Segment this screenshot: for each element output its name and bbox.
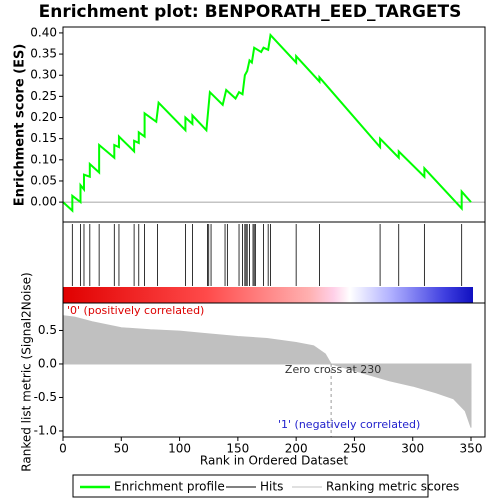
y-tick-label: 0.5 <box>38 323 57 337</box>
legend: Enrichment profile Hits Ranking metric s… <box>72 474 459 498</box>
y-tick-label: 0.10 <box>30 152 57 166</box>
chart-title: Enrichment plot: BENPORATH_EED_TARGETS <box>39 2 462 22</box>
legend-box <box>72 474 429 498</box>
annotation: '1' (negatively correlated) <box>278 418 420 431</box>
x-tick-label: 250 <box>343 442 366 456</box>
x-tick-label: 100 <box>168 442 191 456</box>
legend-entry: Ranking metric scores <box>326 480 459 494</box>
enrichment-line <box>62 32 472 213</box>
panel-frame <box>62 26 486 223</box>
y-tick-label: 0.05 <box>30 173 57 187</box>
annotation: Zero cross at 230 <box>285 363 381 376</box>
x-tick-label: 0 <box>59 442 67 456</box>
annotation: '0' (positively correlated) <box>67 304 204 317</box>
y-tick-label: -0.5 <box>34 390 57 404</box>
y-tick-label: 0.40 <box>30 25 57 39</box>
y-axis-label: Enrichment score (ES) <box>13 44 28 207</box>
y-tick-label: 0.0 <box>38 356 57 370</box>
y-tick-label: 0.30 <box>30 68 57 82</box>
y-tick-label: 0.25 <box>30 89 57 103</box>
x-axis-label: Rank in Ordered Dataset <box>200 454 348 468</box>
legend-entry: Hits <box>260 480 283 494</box>
legend-entry: Enrichment profile <box>114 480 225 494</box>
y-tick-label: 0.20 <box>30 110 57 124</box>
y-tick-label: -1.0 <box>34 423 57 437</box>
metric-area <box>62 315 472 428</box>
y-tick-label: 0.00 <box>30 195 57 209</box>
y-tick-label: 0.35 <box>30 47 57 61</box>
x-tick-label: 300 <box>401 442 424 456</box>
rank-color-bar <box>63 287 473 303</box>
x-tick-label: 350 <box>460 442 483 456</box>
x-tick-label: 50 <box>114 442 129 456</box>
x-tick-label: 200 <box>285 442 308 456</box>
x-tick-label: 150 <box>226 442 249 456</box>
y-tick-label: 0.15 <box>30 131 57 145</box>
panel-frame <box>62 302 486 438</box>
y-axis-label: Ranked list metric (Signal2Noise) <box>20 272 34 471</box>
